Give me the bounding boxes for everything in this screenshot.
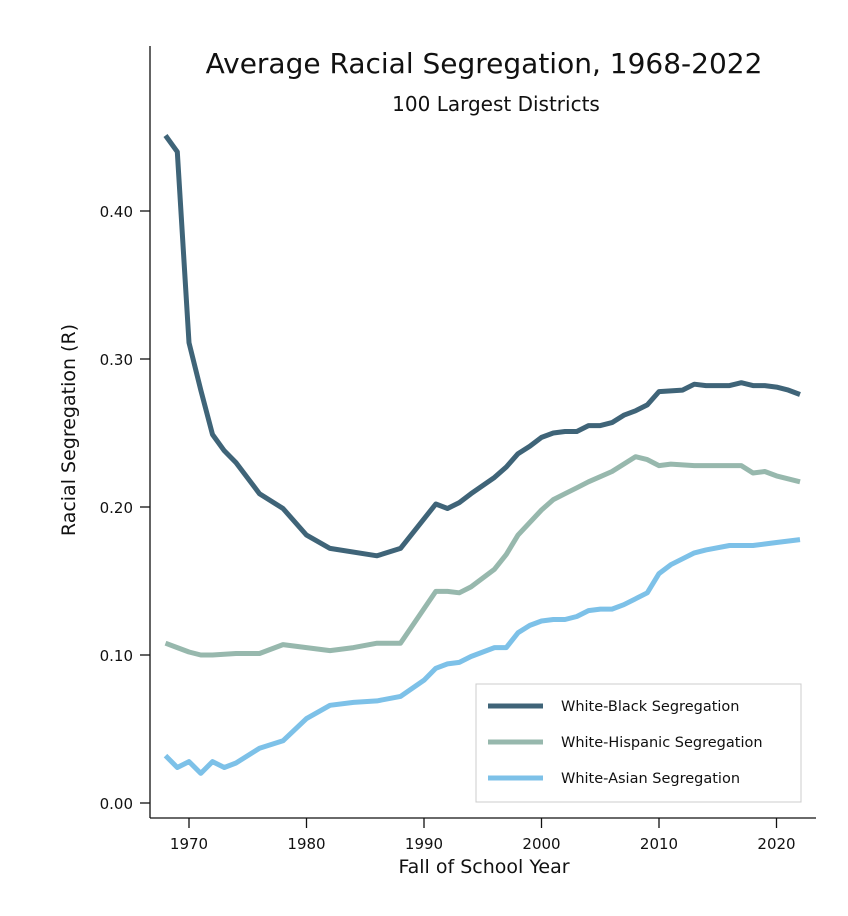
series-line-white-asian-segregation	[163, 537, 801, 776]
x-tick-label: 1990	[405, 835, 443, 853]
series-line-white-hispanic-segregation	[164, 454, 801, 658]
x-tick-label: 1980	[287, 835, 325, 853]
y-tick-label: 0.40	[100, 203, 133, 221]
x-tick-label: 2020	[757, 835, 795, 853]
x-tick-label: 1970	[170, 835, 208, 853]
y-tick-label: 0.30	[100, 351, 133, 369]
legend-label-white-black-segregation: White-Black Segregation	[561, 699, 739, 715]
chart-title: Average Racial Segregation, 1968-2022	[206, 47, 763, 80]
x-axis-label: Fall of School Year	[398, 856, 569, 878]
y-tick-label: 0.10	[100, 647, 133, 665]
legend-label-white-hispanic-segregation: White-Hispanic Segregation	[561, 735, 763, 751]
x-tick-label: 2000	[522, 835, 560, 853]
chart-subtitle: 100 Largest Districts	[392, 92, 600, 116]
y-tick-label: 0.20	[100, 499, 133, 517]
y-axis-label: Racial Segregation (R)	[58, 324, 80, 536]
y-tick-label: 0.00	[100, 795, 133, 813]
legend-label-white-asian-segregation: White-Asian Segregation	[561, 771, 740, 787]
series-line-white-black-segregation	[163, 134, 801, 559]
legend: White-Black Segregation White-Hispanic Se…	[475, 683, 802, 803]
x-tick-label: 2010	[640, 835, 678, 853]
